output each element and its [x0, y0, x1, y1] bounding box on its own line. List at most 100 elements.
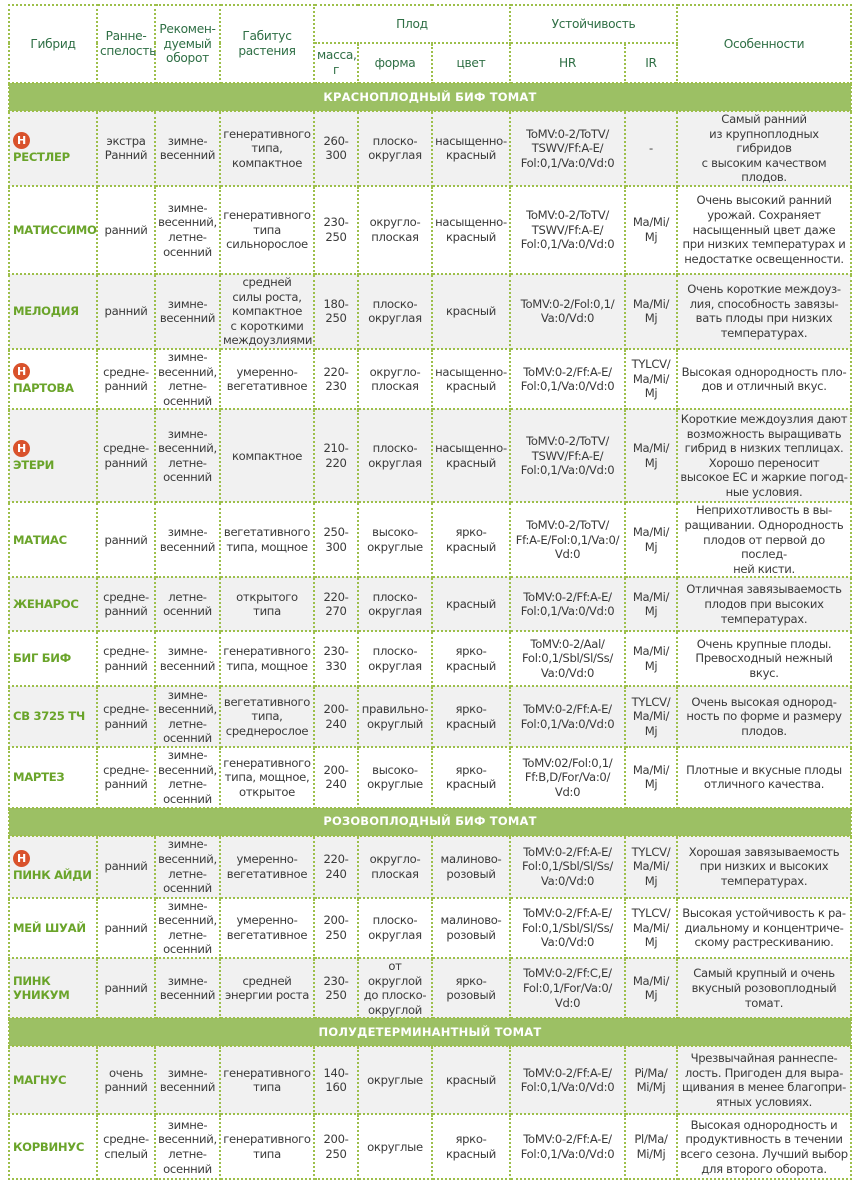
- shape-cell: округло- плоская: [357, 834, 433, 899]
- hr-cell: ToMV:0-2/Fol:0,1/ Va:0/Vd:0: [509, 272, 626, 350]
- rotation-cell: зимне- весенний, летне- осенний: [154, 896, 221, 960]
- features-cell: Самый крупный и очень вкусный розовоплод…: [676, 957, 852, 1020]
- color-cell: ярко- красный: [431, 1113, 511, 1180]
- habit-cell: генеративного типа сильнорослое: [219, 184, 315, 275]
- shape-cell: высоко- округлые: [357, 501, 433, 579]
- shape-cell: округлые: [357, 1113, 433, 1180]
- table-row: Н РЕСТЛЕР экстра Ранний зимне- весенний гене…: [8, 110, 852, 187]
- new-badge-icon: Н: [13, 439, 30, 457]
- habit-cell: умеренно- вегетативное: [219, 347, 315, 411]
- features-cell: Очень высокий ранний урожай. Сохраняет н…: [676, 184, 852, 275]
- header-shape: форма: [357, 42, 433, 84]
- mass-cell: 180- 250: [313, 272, 359, 350]
- shape-cell: округлые: [357, 1045, 433, 1116]
- hybrid-name-cell: МАГНУС: [8, 1045, 98, 1116]
- earliness-cell: ранний: [96, 834, 156, 899]
- table-row: БИГ БИФ средне- ранний зимне- весенний гене…: [8, 630, 852, 688]
- features-cell: Высокая однородность пло- дов и отличный…: [676, 347, 852, 411]
- shape-cell: плоско- округлая: [357, 896, 433, 960]
- features-cell: Неприхотливость в вы- ращивании. Однород…: [676, 501, 852, 579]
- shape-cell: плоско- округлая: [357, 110, 433, 187]
- mass-cell: 200- 250: [313, 1113, 359, 1180]
- habit-cell: генеративного типа: [219, 1045, 315, 1116]
- habit-cell: вегетативного типа, среднерослое: [219, 685, 315, 749]
- habit-cell: умеренно- вегетативное: [219, 896, 315, 960]
- hr-cell: ToMV:0-2/Ff:A-E/ Fol:0,1/Va:0/Vd:0: [509, 685, 626, 749]
- ir-cell: TYLCV/ Ma/Mi/ Mj: [624, 896, 678, 960]
- table-row: МЕЛОДИЯ ранний зимне- весенний средней силы…: [8, 272, 852, 350]
- rotation-cell: зимне- весенний: [154, 630, 221, 688]
- color-cell: ярко- красный: [431, 630, 511, 688]
- rotation-cell: зимне- весенний: [154, 1045, 221, 1116]
- ir-cell: Ma/Mi/ Mj: [624, 408, 678, 504]
- habit-cell: генеративного типа, мощное: [219, 630, 315, 688]
- table-row: Н ПАРТОВА средне- ранний зимне- весенний, л…: [8, 347, 852, 411]
- features-cell: Очень высокая однород- ность по форме и …: [676, 685, 852, 749]
- table-row: ПИНК УНИКУМ ранний зимне- весенний средней …: [8, 957, 852, 1020]
- color-cell: ярко- розовый: [431, 957, 511, 1020]
- table-row: МАРТЕЗ средне- ранний зимне- весенний, лет…: [8, 746, 852, 809]
- hr-cell: ToMV:0-2/Ff:A-E/ Fol:0,1/Va:0/Vd:0: [509, 1113, 626, 1180]
- earliness-cell: ранний: [96, 957, 156, 1020]
- ir-cell: Ma/Mi/ Mj: [624, 576, 678, 633]
- hr-cell: ToMV:0-2/ToTV/ Ff:A-E/Fol:0,1/Va:0/ Vd:0: [509, 501, 626, 579]
- earliness-cell: средне- ранний: [96, 408, 156, 504]
- table-body: КРАСНОПЛОДНЫЙ БИФ ТОМАТ Н РЕСТЛЕР экстра Ра…: [8, 82, 852, 1180]
- features-cell: Чрезвычайная раннеспе- лость. Пригоден д…: [676, 1045, 852, 1116]
- features-cell: Высокая однородность и продуктивность в …: [676, 1113, 852, 1180]
- earliness-cell: ранний: [96, 896, 156, 960]
- ir-cell: Ma/Mi/ Mj: [624, 746, 678, 809]
- color-cell: ярко- красный: [431, 501, 511, 579]
- section-header: РОЗОВОПЛОДНЫЙ БИФ ТОМАТ: [8, 806, 852, 837]
- shape-cell: правильно- округлый: [357, 685, 433, 749]
- habit-cell: средней силы роста, компактное с коротки…: [219, 272, 315, 350]
- earliness-cell: средне- ранний: [96, 746, 156, 809]
- rotation-cell: зимне- весенний: [154, 110, 221, 187]
- hr-cell: ToMV:02/Fol:0,1/ Ff:B,D/For/Va:0/ Vd:0: [509, 746, 626, 809]
- earliness-cell: ранний: [96, 501, 156, 579]
- color-cell: малиново- розовый: [431, 834, 511, 899]
- earliness-cell: очень ранний: [96, 1045, 156, 1116]
- features-cell: Плотные и вкусные плоды отличного качест…: [676, 746, 852, 809]
- shape-cell: от округлой до плоско- округлой: [357, 957, 433, 1020]
- ir-cell: TYLCV/ Ma/Mi/ Mj: [624, 834, 678, 899]
- rotation-cell: зимне- весенний, летне- осенний: [154, 746, 221, 809]
- header-color: цвет: [431, 42, 511, 84]
- earliness-cell: экстра Ранний: [96, 110, 156, 187]
- hybrid-name: МАРТЕЗ: [13, 770, 65, 785]
- table-row: Н ЭТЕРИ средне- ранний зимне- весенний, лет…: [8, 408, 852, 504]
- rotation-cell: зимне- весенний: [154, 957, 221, 1020]
- hybrid-name: БИГ БИФ: [13, 651, 71, 666]
- mass-cell: 230- 250: [313, 957, 359, 1020]
- table-row: ЖЕНАРОС средне- ранний летне- осенний откры…: [8, 576, 852, 633]
- header-fruit: Плод: [313, 4, 511, 44]
- color-cell: насыщенно- красный: [431, 110, 511, 187]
- ir-cell: TYLCV/ Ma/Mi/ Mj: [624, 685, 678, 749]
- mass-cell: 220- 270: [313, 576, 359, 633]
- earliness-cell: ранний: [96, 184, 156, 275]
- hybrid-name-cell: ЖЕНАРОС: [8, 576, 98, 633]
- shape-cell: плоско- округлая: [357, 630, 433, 688]
- header-mass: масса, г: [313, 42, 359, 84]
- hr-cell: ToMV:0-2/Ff:C,E/ Fol:0,1/For/Va:0/ Vd:0: [509, 957, 626, 1020]
- mass-cell: 230- 330: [313, 630, 359, 688]
- hybrid-name: ПИНК УНИКУМ: [13, 973, 70, 1003]
- mass-cell: 230- 250: [313, 184, 359, 275]
- table-row: МАТИССИМО ранний зимне- весенний, летне- о…: [8, 184, 852, 275]
- hybrid-name: МАТИАС: [13, 532, 67, 547]
- header-habit: Габитус растения: [219, 4, 315, 84]
- features-cell: Хорошая завязываемость при низких и высо…: [676, 834, 852, 899]
- ir-cell: TYLCV/ Ma/Mi/ Mj: [624, 347, 678, 411]
- color-cell: насыщенно- красный: [431, 408, 511, 504]
- mass-cell: 220- 230: [313, 347, 359, 411]
- hybrid-name: ПАРТОВА: [13, 380, 74, 395]
- hybrid-name-cell: МЕЛОДИЯ: [8, 272, 98, 350]
- rotation-cell: зимне- весенний: [154, 272, 221, 350]
- table-row: МАТИАС ранний зимне- весенний вегетативного…: [8, 501, 852, 579]
- habit-cell: средней энергии роста: [219, 957, 315, 1020]
- hr-cell: ToMV:0-2/ToTV/ TSWV/Ff:A-E/ Fol:0,1/Va:0…: [509, 184, 626, 275]
- earliness-cell: средне- ранний: [96, 685, 156, 749]
- hybrid-name-cell: МАТИАС: [8, 501, 98, 579]
- section-title: РОЗОВОПЛОДНЫЙ БИФ ТОМАТ: [8, 806, 852, 837]
- table-row: СВ 3725 ТЧ средне- ранний зимне- весенний,…: [8, 685, 852, 749]
